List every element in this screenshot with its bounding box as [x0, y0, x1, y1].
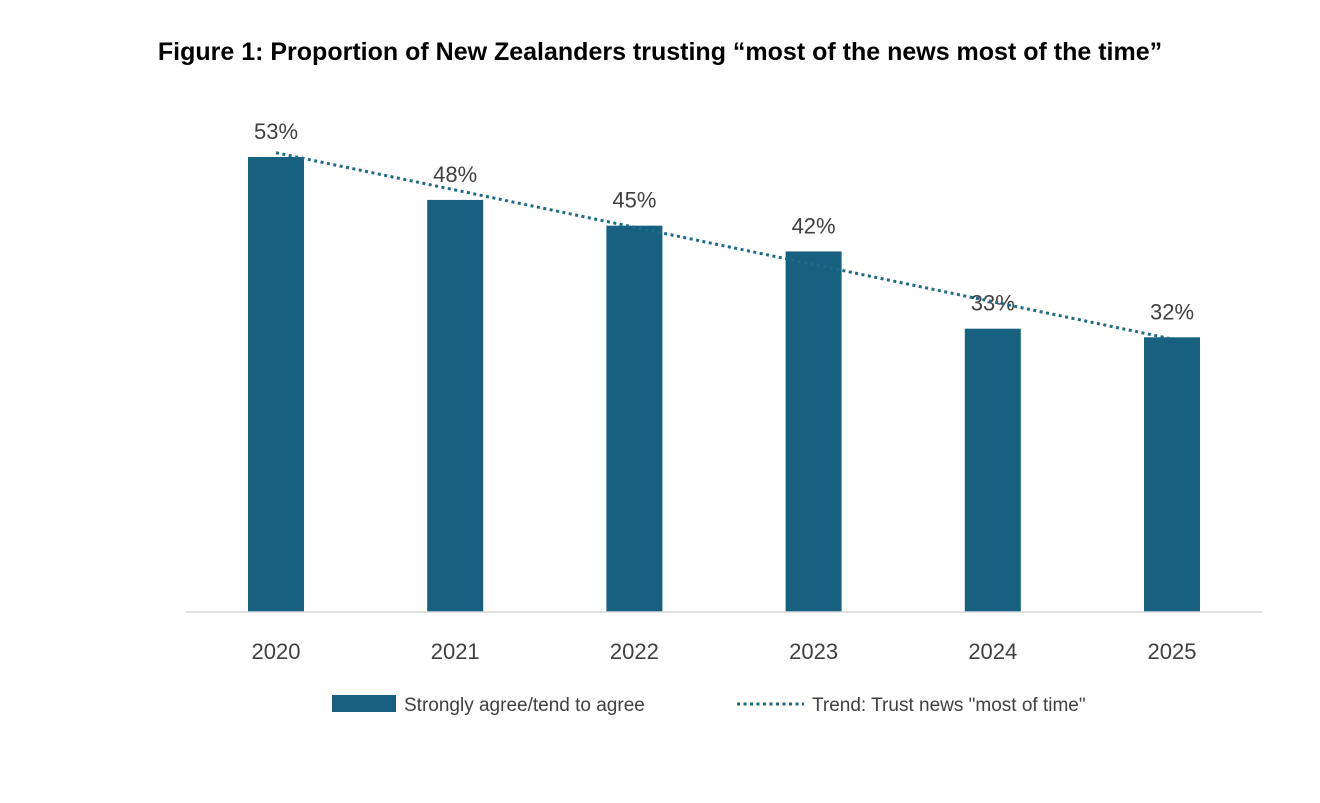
data-label-2020: 53%: [254, 119, 298, 144]
x-tick-label-2022: 2022: [610, 639, 659, 664]
data-label-2022: 45%: [612, 188, 656, 213]
legend-swatch-bar: [332, 695, 396, 712]
data-label-2024: 33%: [971, 291, 1015, 316]
legend-label-trend: Trend: Trust news "most of time": [812, 695, 1086, 716]
bar-2023: [785, 251, 842, 612]
x-tick-label-2024: 2024: [968, 639, 1017, 664]
bar-2025: [1144, 337, 1200, 612]
bar-2022: [606, 225, 663, 612]
chart-title: Figure 1: Proportion of New Zealanders t…: [158, 38, 1162, 66]
x-tick-label-2025: 2025: [1148, 639, 1197, 664]
x-tick-label-2021: 2021: [431, 639, 480, 664]
x-tick-label-2023: 2023: [789, 639, 838, 664]
data-label-2021: 48%: [433, 162, 477, 187]
trendline: [275, 151, 1173, 341]
bars-group: [248, 157, 1200, 612]
data-label-2023: 42%: [792, 213, 836, 238]
category-labels: 2020 2021 2022 2023 2024 2025: [252, 639, 1197, 664]
legend-label-bar: Strongly agree/tend to agree: [404, 695, 645, 716]
legend: Strongly agree/tend to agree Trend: Trus…: [332, 695, 1086, 716]
x-tick-label-2020: 2020: [252, 639, 301, 664]
bar-2024: [964, 328, 1021, 612]
value-labels: 53% 48% 45% 42% 33% 32%: [254, 119, 1194, 324]
data-label-2025: 32%: [1150, 299, 1194, 324]
bar-2020: [248, 157, 304, 612]
bar-2021: [427, 199, 484, 612]
